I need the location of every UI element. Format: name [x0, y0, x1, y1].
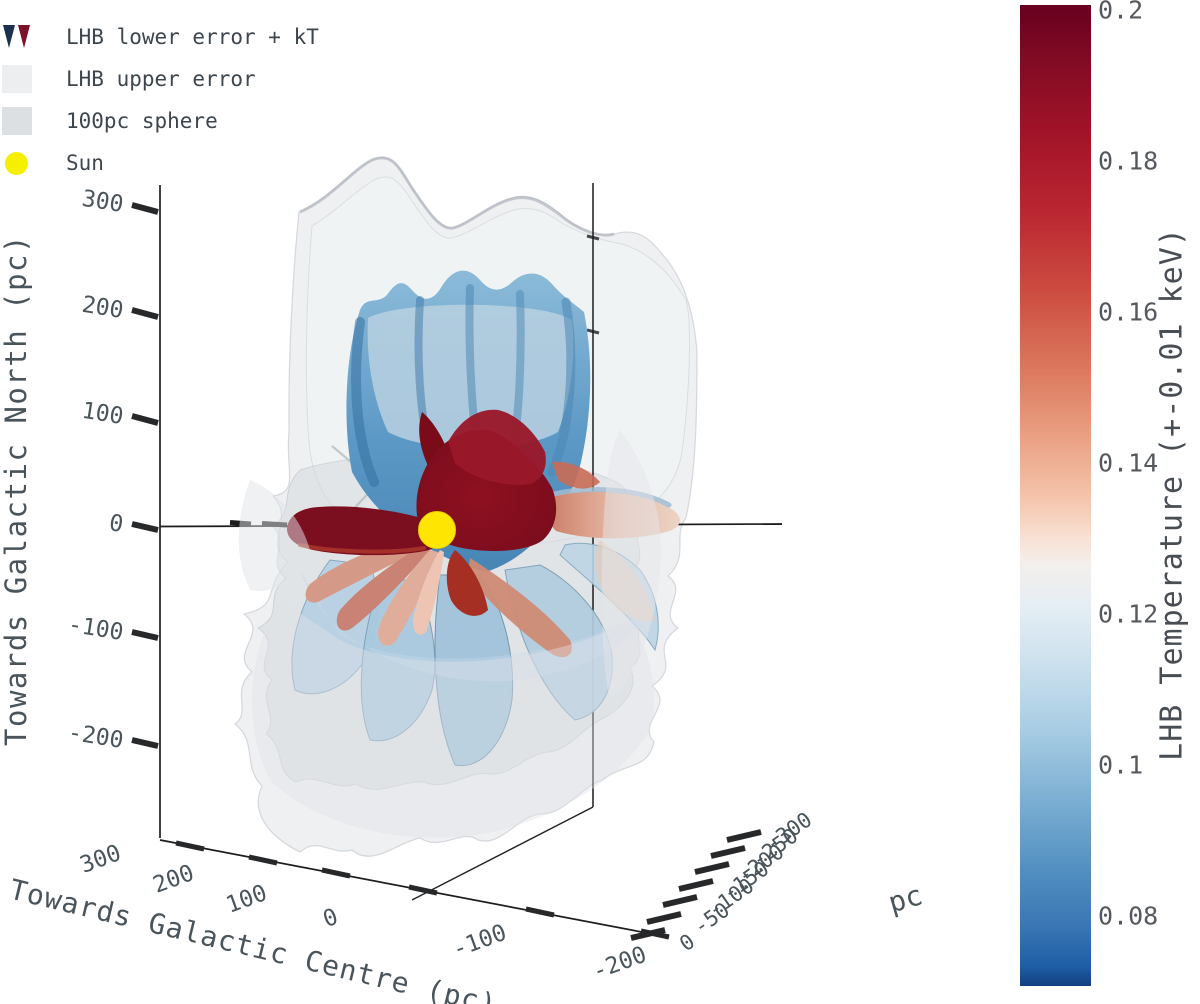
- colorbar-tick: 0.14: [1098, 448, 1159, 478]
- north-tick-label: 300: [80, 186, 125, 218]
- sun-marker: [418, 511, 456, 549]
- salmon-petal-sw-3: [378, 550, 438, 646]
- legend-item-lower-error: LHB lower error + kT: [2, 16, 319, 58]
- north-axis-ticks: [131, 202, 159, 749]
- legend-label-lower-error: LHB lower error + kT: [66, 25, 319, 49]
- north-tick-label: -200: [66, 720, 125, 754]
- colorbar-tick: 0.18: [1098, 146, 1159, 176]
- depth-tick--200: [694, 861, 730, 875]
- maroon-triangle-glyph: [18, 25, 30, 48]
- colorbar-tick: 0.16: [1098, 297, 1159, 327]
- depth-tick--300: [726, 829, 762, 843]
- colorbar-tick: 0.1: [1098, 750, 1144, 780]
- depth-tick-0: [630, 927, 666, 941]
- salmon-petal-sw-4: [412, 550, 444, 635]
- north-tick-label: 100: [80, 398, 125, 430]
- salmon-tips-ne: [552, 461, 600, 489]
- legend: LHB lower error + kT LHB upper error 100…: [2, 16, 319, 184]
- sun-dot-icon: [5, 152, 28, 175]
- legend-item-sun: Sun: [2, 142, 319, 184]
- depth-tick--250: [710, 845, 746, 859]
- centre-tick-label: -200: [589, 942, 650, 985]
- legend-label-upper-error: LHB upper error: [66, 67, 256, 91]
- red-upper-arm: [448, 409, 546, 485]
- red-petal-se: [446, 550, 488, 616]
- back-axis-tick-1: [586, 234, 600, 241]
- salmon-petal-sw-2: [336, 545, 430, 631]
- centre-tick-300: [175, 840, 205, 852]
- depth-tick--100: [662, 894, 698, 908]
- back-axis-tick-2: [586, 328, 600, 335]
- north-tick-300: [131, 202, 159, 215]
- colorbar-tick: 0.12: [1098, 599, 1159, 629]
- sun-swatch-icon: [2, 149, 32, 177]
- north-tick-label: 0: [107, 510, 125, 538]
- centre-tick-200: [248, 854, 278, 866]
- colorbar-gradient: [1020, 5, 1091, 986]
- salmon-streak-se: [468, 558, 572, 658]
- hot-red-lobes: [287, 409, 557, 616]
- depth-axis-label: pc: [885, 878, 927, 919]
- navy-triangle-glyph: [3, 25, 15, 48]
- legend-label-100pc-sphere: 100pc sphere: [66, 109, 218, 133]
- centre-tick-100: [321, 867, 351, 879]
- light-grey-swatch: [2, 65, 32, 93]
- north-axis: 300 200 100 0 -100 -200 Towards Galactic…: [0, 185, 161, 838]
- grey-error-surfaces-front: [238, 430, 661, 838]
- lower-error-swatch-icon: [2, 23, 32, 51]
- blue-petal-center: [434, 574, 514, 767]
- depth-tick-label: 0: [675, 929, 699, 956]
- depth-tick--150: [678, 878, 714, 892]
- red-lobe-left-highlight: [298, 543, 426, 554]
- depth-tick--50: [646, 911, 682, 925]
- centre-tick-label: -100: [449, 920, 510, 963]
- north-axis-label: Towards Galactic North (pc): [0, 234, 33, 746]
- sphere-swatch-icon: [2, 107, 32, 135]
- centre-tick-label: 200: [150, 860, 198, 899]
- legend-item-100pc-sphere: 100pc sphere: [2, 100, 319, 142]
- north-tick-200: [131, 307, 159, 320]
- centre-tick-label: 300: [77, 840, 125, 879]
- north-tick--100: [131, 629, 159, 641]
- legend-label-sun: Sun: [66, 151, 104, 175]
- centre-tick-label: 100: [223, 880, 271, 919]
- bottom-back-edge-line: [411, 806, 594, 901]
- colorbar-tick: 0.2: [1098, 0, 1144, 25]
- grey-swatch: [2, 107, 32, 135]
- grey-rim-shade: [299, 156, 615, 237]
- blue-chimney-edge-left: [351, 317, 379, 487]
- depth-axis: 0 -50 -100 -150 -200 -250 -300 pc: [630, 807, 927, 956]
- depth-axis-ticks: [630, 829, 762, 941]
- north-tick-label: 200: [80, 292, 125, 324]
- north-tick-label: -100: [66, 612, 125, 646]
- north-tick-100: [131, 413, 159, 426]
- centre-tick-label: 0: [320, 904, 342, 933]
- grey-wash-right: [601, 430, 661, 700]
- legend-item-upper-error: LHB upper error: [2, 58, 319, 100]
- centre-tick-0: [408, 884, 438, 896]
- blue-chimney-edge-right: [547, 297, 576, 477]
- grey-wash-lower: [251, 600, 654, 838]
- north-tick-0: [131, 521, 159, 533]
- red-lobe-left: [287, 506, 441, 556]
- navy-maroon-triangles-icon: [3, 25, 30, 48]
- centre-tick--100: [525, 906, 555, 918]
- grey-wash-left: [238, 480, 310, 591]
- colorbar-axis-label: LHB Temperature (+-0.01 keV): [1154, 227, 1190, 761]
- upper-error-swatch-icon: [2, 65, 32, 93]
- north-tick--200: [131, 737, 159, 749]
- colorbar-tick: 0.08: [1098, 901, 1159, 931]
